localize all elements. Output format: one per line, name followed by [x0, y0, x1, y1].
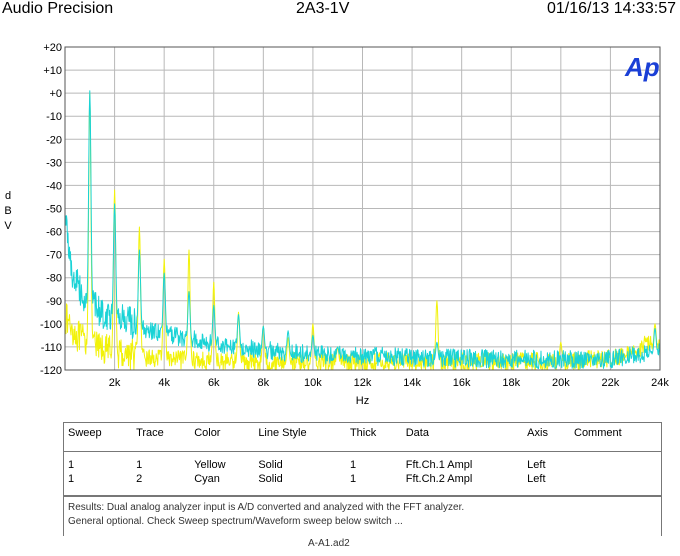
legend-cell: 1: [349, 458, 357, 471]
x-tick-label: 10k: [304, 377, 322, 389]
legend-cell: 1: [68, 472, 75, 485]
x-tick-label: 8k: [258, 377, 270, 389]
legend-header-trace: Trace: [132, 422, 191, 452]
y-tick-label: -60: [46, 227, 62, 239]
legend-header-comment: Comment: [570, 422, 662, 452]
y-tick-label: +0: [49, 88, 62, 100]
x-tick-label: 4k: [158, 377, 170, 389]
legend-cell: Yellow: [194, 458, 226, 471]
notes-line: General optional. Check Sweep spectrum/W…: [68, 516, 403, 527]
y-tick-label: +10: [43, 65, 62, 77]
y-tick-label: -90: [46, 296, 62, 308]
legend-header-line-style: Line Style: [254, 422, 346, 452]
x-tick-label: 2k: [109, 377, 121, 389]
y-tick-label: +20: [43, 42, 62, 54]
x-tick-label: 20k: [552, 377, 570, 389]
header-test-name: 2A3-1V: [296, 0, 350, 17]
y-tick-label: -30: [46, 157, 62, 169]
legend-cell: [570, 458, 662, 472]
plot-frame: [64, 46, 661, 371]
chart-grid: [65, 46, 661, 371]
legend-cell: 1: [349, 472, 357, 485]
legend-cell: 1: [136, 458, 143, 471]
notes-box: Results: Dual analog analyzer input is A…: [63, 496, 662, 536]
footer-filename: A-A1.ad2: [308, 538, 350, 549]
legend-header-data: Data: [401, 422, 524, 452]
legend-cell: Left: [527, 458, 546, 471]
x-tick-label: 16k: [453, 377, 471, 389]
x-tick-label: 18k: [502, 377, 520, 389]
legend-header-axis: Axis: [523, 422, 570, 452]
legend-cell: Left: [527, 472, 546, 485]
ap-logo: Ap: [624, 52, 660, 82]
legend-cell: Solid: [258, 458, 283, 471]
legend-header-thick: Thick: [345, 422, 402, 452]
x-tick-label: 14k: [403, 377, 421, 389]
x-tick-label: 12k: [354, 377, 372, 389]
notes-line: Results: Dual analog analyzer input is A…: [68, 502, 465, 513]
legend-row: 1 2 Cyan Solid 1 Fft.Ch.2 Ampl Left: [64, 472, 662, 496]
series-line-cyan: [64, 90, 661, 370]
y-tick-label: -50: [46, 204, 62, 216]
y-tick-label: -70: [46, 250, 62, 262]
legend-cell: Solid: [258, 472, 283, 485]
fft-chart: +20 +10 +0 -10 -20 -30 -40 -50 -60 -70 -80 -90 -100 -…: [4, 42, 669, 407]
legend-cell: [570, 472, 662, 496]
y-tick-label: -40: [46, 180, 62, 192]
legend-header-sweep: Sweep: [63, 422, 133, 452]
header-app-name: Audio Precision: [2, 0, 114, 17]
legend-cell: Cyan: [194, 472, 220, 485]
header-timestamp: 01/16/13 14:33:57: [546, 0, 676, 17]
x-axis-label: Hz: [356, 395, 369, 407]
x-tick-label: 24k: [651, 377, 669, 389]
legend-table: Sweep Trace Color Line Style Thick Data …: [63, 422, 662, 496]
x-tick-label: 6k: [208, 377, 220, 389]
legend-header-row: Sweep Trace Color Line Style Thick Data …: [63, 422, 662, 452]
legend-row: 1 1 Yellow Solid 1 Fft.Ch.1 Ampl Left: [64, 458, 662, 472]
chart-traces: [64, 90, 661, 371]
y-tick-label: -120: [40, 365, 62, 377]
y-tick-label: -80: [46, 273, 62, 285]
x-tick-label: 22k: [602, 377, 620, 389]
legend-cell: Fft.Ch.1 Ampl: [405, 458, 473, 471]
legend-cell: 1: [68, 458, 75, 471]
y-tick-label: -100: [40, 319, 62, 331]
chart-ticks: +20 +10 +0 -10 -20 -30 -40 -50 -60 -70 -80 -90 -100 -…: [40, 42, 669, 389]
legend-cell: Fft.Ch.2 Ampl: [405, 472, 473, 485]
y-tick-label: -10: [46, 111, 62, 123]
legend-header-color: Color: [190, 422, 255, 452]
y-tick-label: -110: [41, 342, 62, 354]
legend-cell: 2: [136, 472, 143, 485]
y-tick-label: -20: [46, 134, 62, 146]
series-line-yellow: [64, 92, 661, 371]
